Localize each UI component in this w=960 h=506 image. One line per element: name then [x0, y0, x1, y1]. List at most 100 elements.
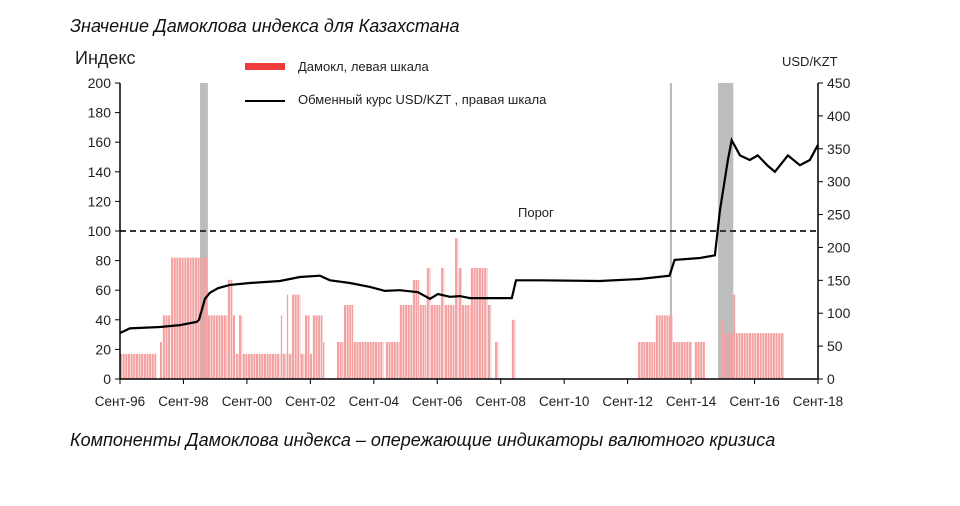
damocles-bar — [450, 305, 453, 379]
damocles-bar — [258, 353, 261, 379]
left-tick-label: 140 — [88, 164, 112, 180]
damocles-bar — [285, 353, 287, 379]
legend-bar-label: Дамокл, левая шкала — [298, 59, 430, 74]
damocles-bar — [764, 333, 767, 379]
damocles-bar — [666, 315, 669, 379]
damocles-bar — [467, 305, 470, 379]
damocles-bar — [238, 315, 242, 379]
damocles-bar — [678, 342, 681, 379]
chart-title: Значение Дамоклова индекса для Казахстан… — [70, 16, 460, 36]
left-tick-label: 60 — [95, 282, 111, 298]
damocles-bar — [476, 268, 479, 379]
left-tick-label: 120 — [88, 193, 112, 209]
damocles-bar — [669, 315, 672, 379]
damocles-bar — [353, 342, 356, 379]
damocles-bar — [200, 257, 203, 379]
damocles-bar — [447, 305, 450, 379]
left-tick-label: 0 — [103, 371, 111, 387]
damocles-bar — [436, 305, 439, 379]
damocles-bar — [179, 257, 182, 379]
damocles-bar — [762, 333, 765, 379]
damocles-bar — [399, 342, 400, 379]
damocles-bar — [470, 268, 473, 379]
damocles-bar — [351, 305, 354, 379]
damocles-bar — [189, 257, 192, 379]
damocles-bar — [430, 305, 433, 379]
damocles-bar — [429, 268, 431, 379]
damocles-bar — [443, 268, 445, 379]
damocles-bar — [455, 238, 458, 379]
damocles-bar — [751, 333, 754, 379]
damocles-bar — [122, 353, 125, 379]
damocles-bar — [277, 353, 280, 379]
damocles-bar — [297, 294, 300, 379]
damocles-bar — [141, 353, 144, 379]
damocles-bar — [184, 257, 187, 379]
x-tick-label: Сент-02 — [285, 394, 335, 409]
damocles-bar — [168, 315, 171, 379]
damocles-bar — [756, 333, 760, 379]
left-tick-label: 160 — [88, 134, 112, 150]
damocles-bar — [315, 315, 318, 379]
damocles-bar — [202, 257, 205, 379]
damocles-bar — [702, 342, 705, 379]
damocles-bar — [250, 353, 253, 379]
damocles-bar — [318, 315, 321, 379]
damocles-bar — [783, 333, 784, 379]
damocles-bar — [735, 333, 738, 379]
damocles-bar — [680, 342, 683, 379]
damocles-bar — [399, 305, 402, 379]
right-axis-label: USD/KZT — [782, 54, 838, 69]
damocles-bar — [173, 257, 176, 379]
damocles-bar — [149, 353, 152, 379]
x-tick-label: Сент-10 — [539, 394, 589, 409]
chart-caption: Компоненты Дамоклова индекса – опережающ… — [70, 430, 776, 450]
damocles-bar — [288, 353, 291, 379]
damocles-bar — [646, 342, 649, 379]
damocles-bar — [425, 305, 427, 379]
legend-line-label: Обменный курс USD/KZT , правая шкала — [298, 92, 547, 107]
damocles-bar — [743, 333, 746, 379]
damocles-bar — [138, 353, 141, 379]
damocles-bar — [770, 333, 773, 379]
damocles-bar — [151, 353, 154, 379]
damocles-bar — [382, 342, 384, 379]
damocles-bar — [433, 305, 436, 379]
damocles-bar — [364, 342, 367, 379]
damocles-bar — [511, 319, 514, 379]
damocles-bar — [176, 257, 179, 379]
left-tick-label: 200 — [88, 75, 112, 91]
damocles-bar — [125, 353, 128, 379]
damocles-bar — [343, 305, 347, 379]
damocles-bar — [422, 305, 425, 379]
damocles-bar — [235, 353, 238, 379]
damocles-bar — [410, 305, 413, 379]
damocles-bar — [312, 315, 315, 379]
damocles-bar — [388, 342, 391, 379]
damocles-bar — [778, 333, 781, 379]
damocles-bar — [256, 353, 259, 379]
damocles-bar — [294, 294, 297, 379]
damocles-bar — [271, 353, 274, 379]
damocles-bar — [304, 315, 308, 379]
damocles-bar — [367, 342, 370, 379]
x-tick-label: Сент-08 — [476, 394, 526, 409]
damocles-bar — [213, 315, 216, 379]
damocles-bar — [759, 333, 762, 379]
damocles-bar — [359, 342, 362, 379]
x-tick-label: Сент-00 — [222, 394, 272, 409]
x-tick-label: Сент-18 — [793, 394, 843, 409]
damocles-bar — [407, 305, 410, 379]
damocles-bar — [452, 305, 455, 379]
damocles-bar — [286, 294, 289, 379]
x-tick-label: Сент-14 — [666, 394, 717, 409]
damocles-bar — [385, 342, 388, 379]
damocles-bar — [486, 268, 488, 379]
damocles-bar — [478, 268, 481, 379]
damocles-bar — [337, 342, 340, 379]
right-tick-label: 350 — [827, 141, 851, 157]
damocles-bar — [186, 257, 189, 379]
damocles-bar — [402, 305, 405, 379]
damocles-bar — [205, 257, 208, 379]
damocles-bar — [418, 279, 420, 379]
